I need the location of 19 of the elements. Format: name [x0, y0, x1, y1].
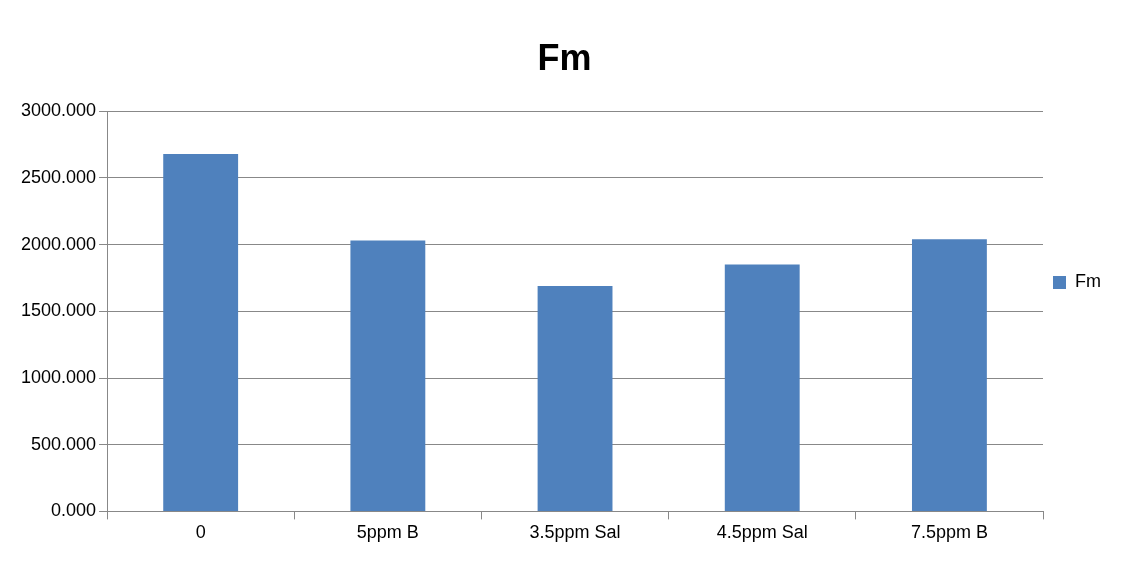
y-tick-label: 1000.000 — [21, 366, 97, 387]
y-tick-label: 2000.000 — [21, 233, 97, 254]
bar — [724, 264, 800, 511]
bar — [911, 239, 987, 511]
x-tick-label: 4.5ppm Sal — [716, 522, 808, 543]
y-tick-label: 0.000 — [51, 500, 97, 521]
y-tick-label: 2500.000 — [21, 166, 97, 187]
y-tick-label: 500.000 — [31, 433, 97, 454]
bar — [350, 240, 426, 511]
y-tick-label: 1500.000 — [21, 300, 97, 321]
legend-label: Fm — [1075, 271, 1102, 292]
chart-title: Fm — [537, 36, 592, 78]
x-tick-label: 0 — [195, 522, 206, 543]
bar — [163, 153, 239, 511]
x-tick-label: 3.5ppm Sal — [529, 522, 621, 543]
x-tick-label: 7.5ppm B — [910, 522, 988, 543]
x-tick-label: 5ppm B — [356, 522, 419, 543]
y-tick-label: 3000.000 — [21, 100, 97, 121]
bar — [537, 285, 613, 511]
